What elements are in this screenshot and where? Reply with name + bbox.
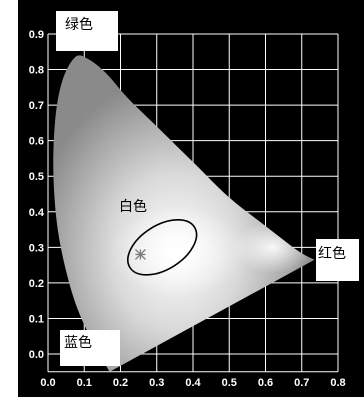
green-label: 绿色 [65,16,93,33]
y-tick-label: 0.3 [29,242,44,254]
y-tick-label: 0.4 [29,207,45,219]
red-label: 红色 [318,245,346,262]
x-tick-label: 0.6 [258,377,273,389]
y-tick-label: 0.6 [29,136,44,148]
y-tick-label: 0.9 [29,29,44,41]
y-tick-label: 0.1 [29,313,44,325]
y-tick-label: 0.2 [29,278,44,290]
y-axis-ticks: 0.0 0.1 0.2 0.3 0.4 0.5 0.6 0.7 0.8 0.9 [29,29,45,361]
x-tick-label: 0.3 [149,377,164,389]
tolerance-ellipse [127,219,198,276]
blue-label-box [60,330,120,366]
white-label: 白色 [119,198,147,215]
x-axis-ticks: 0.0 0.1 0.2 0.3 0.4 0.5 0.6 0.7 0.8 [40,377,345,389]
y-tick-label: 0.0 [29,349,44,361]
x-tick-label: 0.7 [294,377,309,389]
y-tick-label: 0.5 [29,171,44,183]
x-tick-label: 0.0 [40,377,55,389]
x-tick-label: 0.2 [113,377,128,389]
y-tick-label: 0.7 [29,100,44,112]
green-label-box [56,11,118,51]
y-tick-label: 0.8 [29,65,44,77]
white-point-marker [134,248,146,260]
blue-label: 蓝色 [64,334,92,351]
red-label-box [316,239,359,281]
x-tick-label: 0.8 [330,377,345,389]
x-tick-label: 0.4 [185,377,201,389]
white-glow [108,205,249,296]
x-tick-label: 0.1 [77,377,92,389]
x-tick-label: 0.5 [222,377,237,389]
